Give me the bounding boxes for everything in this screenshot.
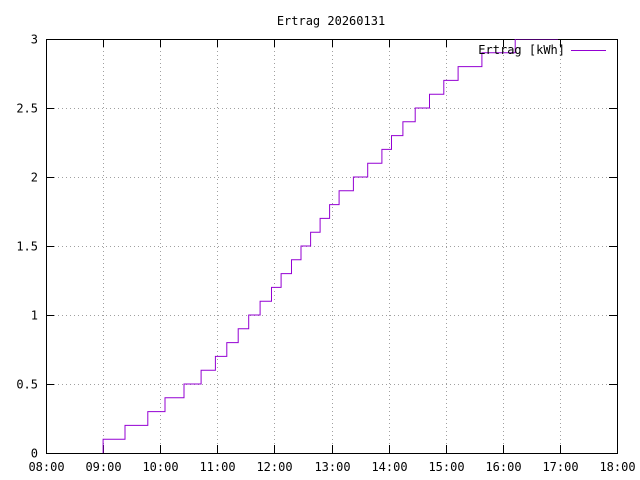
x-tick-label: 14:00 <box>371 460 407 474</box>
axes-layer: 0 0.5 1 1.5 2 2.5 3 08:00 09:00 10:00 11:00 12:00 13… <box>16 33 635 475</box>
chart-title: Ertrag 20260131 <box>277 14 385 28</box>
series-line-0 <box>102 39 558 453</box>
x-tick-label: 12:00 <box>256 460 292 474</box>
x-tick-label: 11:00 <box>199 460 235 474</box>
grid-layer <box>46 39 617 453</box>
x-tick-label: 10:00 <box>142 460 178 474</box>
x-tick-label: 16:00 <box>485 460 521 474</box>
y-tick-label: 1 <box>31 309 38 323</box>
x-tick-label: 09:00 <box>85 460 121 474</box>
y-tick-label: 0 <box>31 447 38 461</box>
x-tick-label: 15:00 <box>428 460 464 474</box>
x-tick-label: 17:00 <box>542 460 578 474</box>
x-tick-label: 13:00 <box>314 460 350 474</box>
x-tick-label: 18:00 <box>599 460 635 474</box>
y-tick-label: 0.5 <box>16 378 38 392</box>
series-layer <box>102 39 558 453</box>
x-tick-label: 08:00 <box>28 460 64 474</box>
y-tick-label: 1.5 <box>16 240 38 254</box>
plot-border <box>46 39 618 454</box>
legend-layer: Ertrag [kWh] <box>478 43 606 57</box>
y-tick-label: 2 <box>31 171 38 185</box>
y-tick-label: 3 <box>31 33 38 47</box>
legend-label: Ertrag [kWh] <box>478 43 565 57</box>
y-tick-label: 2.5 <box>16 102 38 116</box>
